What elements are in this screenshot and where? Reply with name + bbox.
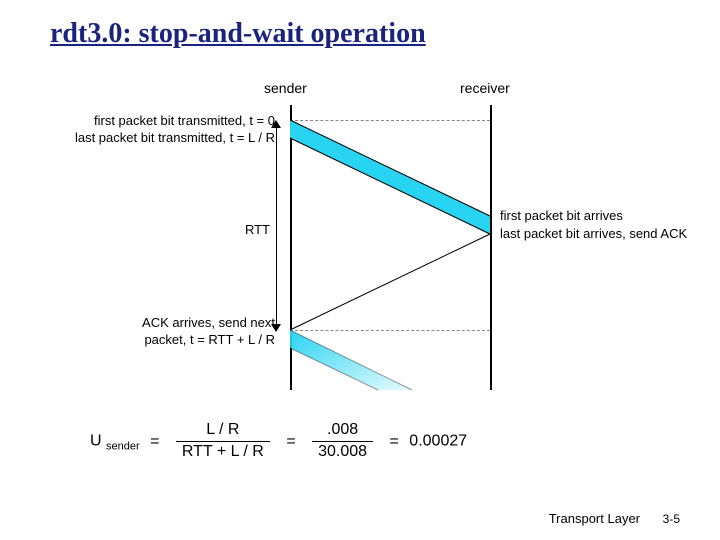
annot-first-rx: first packet bit arrives (500, 208, 623, 224)
annot-first-tx: first packet bit transmitted, t = 0 (10, 113, 275, 129)
packet1-band (290, 120, 492, 236)
formula-eq3: = (390, 433, 399, 450)
receiver-label: receiver (460, 80, 510, 96)
formula-den2: 30.008 (312, 442, 373, 463)
annot-last-tx: last packet bit transmitted, t = L / R (10, 130, 275, 146)
formula-result: 0.00027 (409, 433, 467, 450)
annot-last-rx: last packet bit arrives, send ACK (500, 226, 687, 242)
formula-eq2: = (286, 433, 295, 450)
annot-ack-2: packet, t = RTT + L / R (90, 332, 275, 348)
formula-eq1: = (150, 433, 159, 450)
formula-lhs: U (90, 433, 102, 450)
formula-num2: .008 (312, 420, 373, 442)
rtt-arrow-line (276, 124, 277, 326)
packet2-band (290, 330, 492, 400)
slide-title: rdt3.0: stop-and-wait operation (50, 18, 426, 50)
footer-page: 3-5 (663, 512, 680, 526)
formula-den1: RTT + L / R (176, 442, 270, 463)
timing-diagram: sender receiver RTT first packet bit tra… (0, 80, 720, 410)
utilization-formula: U sender = L / R RTT + L / R = .008 30.0… (90, 420, 467, 463)
formula-lhs-sub: sender (106, 441, 140, 453)
formula-frac1: L / R RTT + L / R (176, 420, 270, 463)
ack-line (290, 234, 492, 334)
rtt-label: RTT (218, 222, 270, 238)
formula-num1: L / R (176, 420, 270, 442)
formula-frac2: .008 30.008 (312, 420, 373, 463)
annot-ack-1: ACK arrives, send next (90, 315, 275, 331)
sender-label: sender (264, 80, 307, 96)
footer-label: Transport Layer (549, 511, 640, 526)
